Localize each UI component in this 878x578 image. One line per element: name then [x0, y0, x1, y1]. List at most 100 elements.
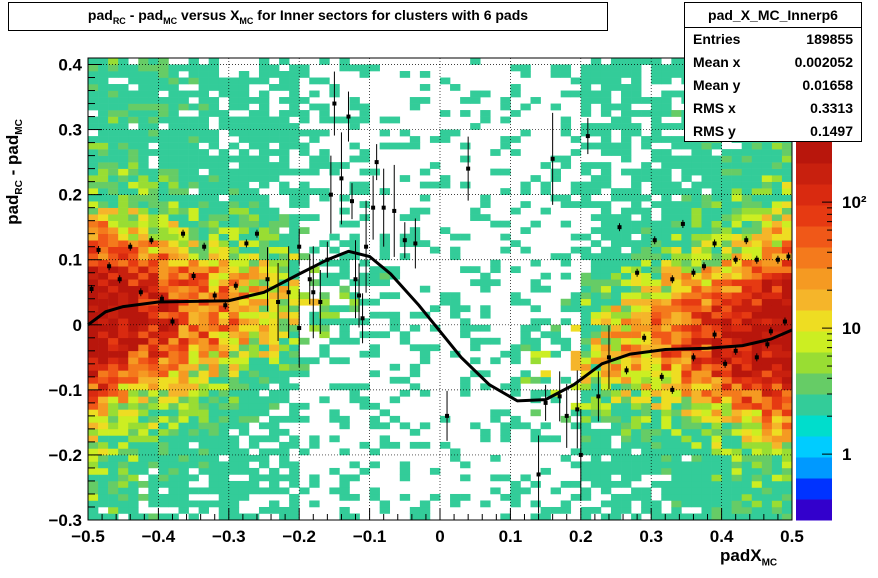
heatmap-cell — [751, 207, 763, 215]
heatmap-cell — [158, 227, 169, 234]
heatmap-cell — [741, 474, 753, 482]
heatmap-cell — [711, 402, 722, 410]
heatmap-cell — [228, 123, 240, 130]
chart-title: padRC - padMC versus XMC for Inner secto… — [8, 2, 608, 31]
heatmap-cell — [148, 448, 159, 456]
heatmap-cell — [188, 136, 199, 143]
heatmap-cell — [188, 324, 199, 332]
heatmap-cell — [580, 357, 592, 365]
heatmap-cell — [600, 84, 612, 91]
heatmap-cell — [258, 103, 270, 111]
heatmap-cell — [248, 324, 260, 332]
heatmap-cell — [359, 441, 370, 449]
heatmap-cell — [741, 318, 753, 326]
heatmap-cell — [681, 246, 692, 254]
heatmap-cell — [641, 435, 652, 443]
heatmap-cell — [721, 175, 732, 182]
heatmap-cell — [128, 259, 139, 267]
heatmap-cell — [781, 311, 793, 319]
palette-label: 10 — [842, 319, 861, 338]
heatmap-cell — [651, 279, 662, 287]
heatmap-cell — [771, 396, 783, 404]
heatmap-cell — [621, 396, 632, 404]
heatmap-cell — [208, 188, 220, 195]
heatmap-cell — [781, 402, 793, 410]
heatmap-cell — [721, 279, 732, 287]
heatmap-cell — [761, 175, 773, 182]
heatmap-cell — [309, 298, 320, 306]
heatmap-cell — [279, 272, 290, 280]
heatmap-cell — [781, 142, 793, 150]
heatmap-cell — [218, 344, 230, 352]
heatmap-cell — [641, 259, 652, 267]
heatmap-cell — [580, 389, 592, 397]
heatmap-cell — [329, 305, 340, 313]
heatmap-cell — [118, 155, 129, 163]
heatmap-cell — [208, 103, 220, 111]
heatmap-cell — [580, 279, 592, 287]
heatmap-cell — [671, 467, 682, 475]
heatmap-cell — [228, 129, 240, 137]
heatmap-cell — [751, 266, 763, 274]
heatmap-cell — [721, 474, 732, 482]
heatmap-cell — [168, 292, 179, 300]
heatmap-cell — [349, 142, 360, 150]
heatmap-cell — [731, 324, 743, 332]
heatmap-cell — [651, 233, 662, 241]
heatmap-cell — [369, 279, 380, 287]
heatmap-cell — [269, 246, 280, 254]
heatmap-cell — [671, 253, 682, 261]
heatmap-cell — [198, 214, 209, 221]
heatmap-cell — [631, 467, 642, 475]
heatmap-cell — [771, 318, 783, 326]
heatmap-cell — [631, 292, 642, 300]
heatmap-cell — [550, 337, 561, 345]
heatmap-cell — [460, 142, 471, 150]
heatmap-cell — [510, 292, 521, 300]
profile-point — [212, 293, 217, 298]
heatmap-cell — [289, 370, 300, 378]
heatmap-cell — [761, 168, 773, 176]
heatmap-cell — [319, 272, 330, 280]
heatmap-cell — [208, 227, 220, 234]
heatmap-cell — [88, 162, 99, 169]
heatmap-cell — [339, 480, 350, 488]
heatmap-cell — [701, 201, 712, 208]
heatmap-cell — [108, 227, 119, 234]
heatmap-cell — [781, 422, 793, 430]
heatmap-cell — [701, 240, 712, 248]
heatmap-cell — [631, 240, 642, 248]
heatmap-cell — [681, 292, 692, 300]
heatmap-cell — [721, 493, 732, 501]
heatmap-cell — [218, 493, 230, 501]
heatmap-cell — [741, 181, 753, 189]
palette-swatch — [796, 289, 832, 311]
heatmap-cell — [771, 370, 783, 378]
heatmap-cell — [460, 305, 471, 313]
heatmap-cell — [651, 123, 662, 130]
heatmap-cell — [198, 162, 209, 169]
profile-point — [307, 277, 312, 282]
heatmap-cell — [248, 480, 260, 488]
heatmap-cell — [128, 207, 139, 215]
heatmap-cell — [299, 71, 310, 78]
heatmap-cell — [580, 337, 592, 345]
heatmap-cell — [118, 136, 129, 143]
heatmap-cell — [218, 357, 230, 365]
heatmap-cell — [641, 175, 652, 182]
heatmap-cell — [731, 181, 743, 189]
profile-point — [364, 244, 369, 249]
heatmap-cell — [218, 149, 230, 156]
heatmap-cell — [661, 168, 672, 176]
heatmap-cell — [570, 324, 582, 332]
heatmap-cell — [208, 318, 220, 326]
heatmap-cell — [450, 129, 461, 137]
heatmap-cell — [641, 324, 652, 332]
heatmap-cell — [248, 363, 260, 371]
heatmap-cell — [178, 383, 189, 391]
heatmap-cell — [741, 285, 753, 293]
heatmap-cell — [248, 77, 260, 85]
heatmap-cell — [128, 415, 139, 423]
heatmap-cell — [741, 506, 753, 514]
heatmap-cell — [88, 233, 99, 241]
